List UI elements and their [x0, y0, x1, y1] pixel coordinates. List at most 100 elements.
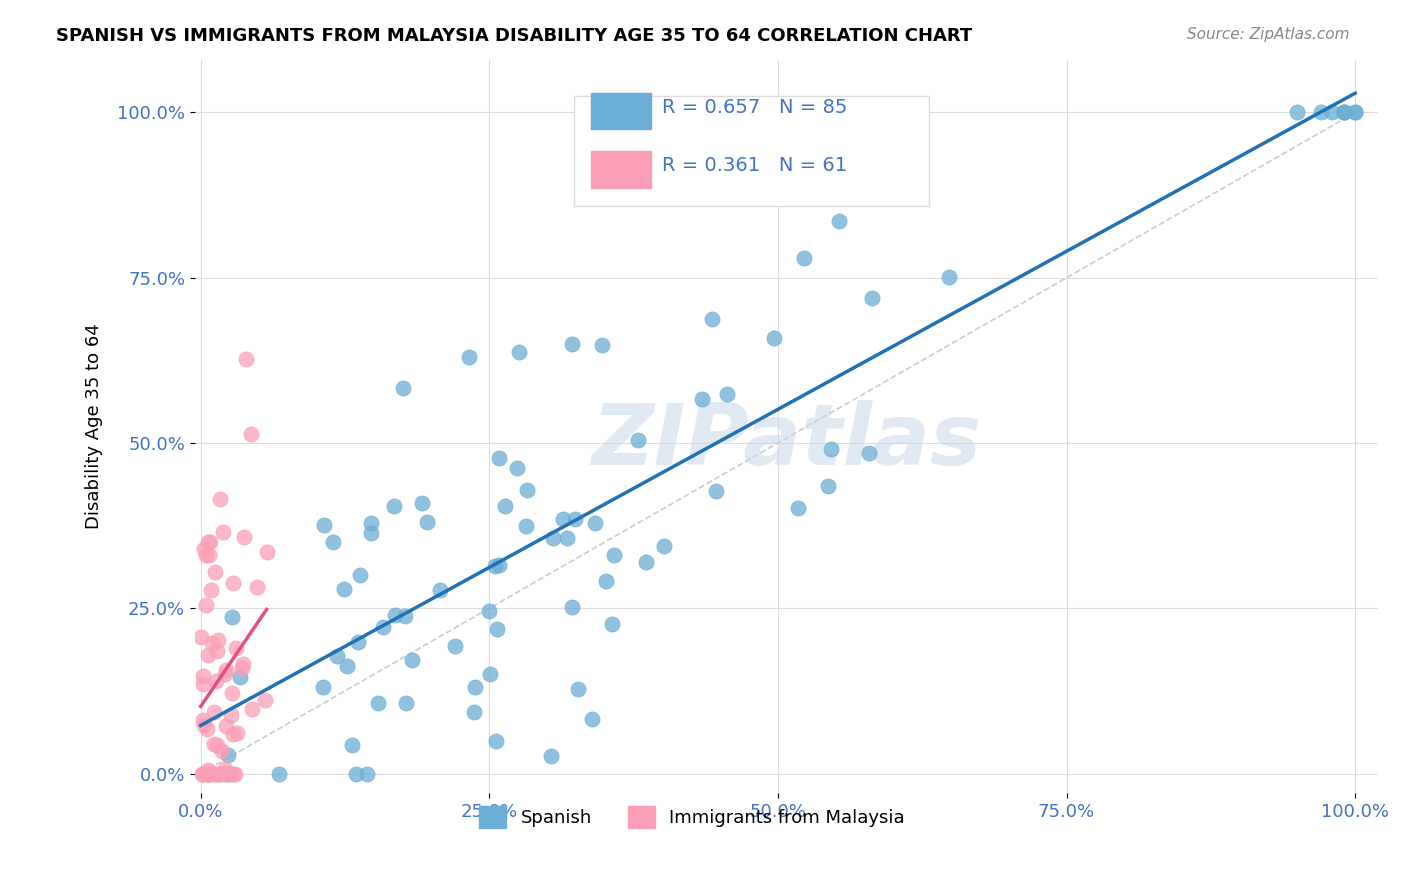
- Point: [627, 434, 650, 448]
- Point: [395, 696, 418, 710]
- Point: [561, 336, 583, 351]
- Point: [240, 702, 263, 716]
- Point: [215, 719, 238, 733]
- Point: [267, 766, 290, 780]
- Point: [603, 548, 626, 562]
- Point: [204, 766, 226, 780]
- Point: [190, 630, 212, 644]
- Point: [463, 705, 485, 719]
- Point: [411, 495, 433, 509]
- Point: [416, 515, 439, 529]
- Point: [221, 610, 243, 624]
- Point: [444, 639, 467, 653]
- Point: [221, 686, 243, 700]
- Point: [312, 518, 335, 533]
- Point: [197, 766, 219, 780]
- Point: [322, 535, 344, 549]
- Point: [488, 450, 510, 465]
- Point: [384, 500, 406, 514]
- Point: [429, 582, 451, 597]
- Point: [218, 748, 240, 763]
- Point: [193, 677, 215, 691]
- Point: [561, 599, 583, 614]
- Point: [197, 766, 219, 780]
- Point: [506, 461, 529, 475]
- Point: [820, 442, 842, 457]
- Point: [253, 692, 276, 706]
- Point: [205, 766, 228, 780]
- Point: [1333, 105, 1355, 120]
- Point: [401, 653, 423, 667]
- Point: [197, 766, 219, 780]
- Point: [195, 722, 218, 736]
- Point: [485, 733, 508, 747]
- Point: [197, 549, 219, 563]
- Point: [515, 519, 537, 533]
- Point: [217, 766, 239, 780]
- Point: [356, 766, 378, 780]
- Text: Source: ZipAtlas.com: Source: ZipAtlas.com: [1187, 27, 1350, 42]
- Point: [198, 766, 221, 780]
- Point: [195, 598, 218, 612]
- Y-axis label: Disability Age 35 to 64: Disability Age 35 to 64: [86, 324, 103, 529]
- Point: [485, 623, 508, 637]
- Point: [541, 531, 564, 545]
- Point: [214, 666, 236, 681]
- Point: [191, 669, 214, 683]
- Point: [488, 558, 510, 573]
- Point: [1286, 105, 1309, 120]
- Text: R = 0.361   N = 61: R = 0.361 N = 61: [662, 156, 848, 176]
- Point: [1344, 105, 1367, 120]
- Point: [208, 766, 231, 780]
- Point: [508, 345, 530, 359]
- Point: [191, 766, 214, 780]
- Point: [256, 545, 278, 559]
- Point: [205, 674, 228, 689]
- Point: [240, 427, 263, 442]
- Point: [344, 766, 367, 780]
- Point: [371, 619, 394, 633]
- Point: [595, 574, 617, 588]
- Point: [225, 640, 247, 655]
- Point: [704, 483, 727, 498]
- Point: [222, 576, 245, 591]
- Point: [494, 499, 516, 513]
- Point: [224, 766, 246, 780]
- FancyBboxPatch shape: [574, 96, 928, 206]
- Point: [190, 766, 212, 780]
- Point: [207, 632, 229, 647]
- Point: [1344, 105, 1367, 120]
- Point: [197, 535, 219, 549]
- Text: ZIPatlas: ZIPatlas: [592, 400, 981, 483]
- Point: [1309, 105, 1331, 120]
- Point: [205, 644, 228, 658]
- Text: SPANISH VS IMMIGRANTS FROM MALAYSIA DISABILITY AGE 35 TO 64 CORRELATION CHART: SPANISH VS IMMIGRANTS FROM MALAYSIA DISA…: [56, 27, 973, 45]
- Point: [231, 661, 253, 675]
- Point: [347, 635, 370, 649]
- Point: [198, 766, 221, 780]
- FancyBboxPatch shape: [592, 93, 651, 129]
- Point: [214, 766, 236, 780]
- Point: [652, 539, 675, 553]
- Point: [392, 381, 415, 395]
- Point: [326, 649, 349, 664]
- Point: [858, 445, 880, 459]
- Point: [193, 717, 215, 731]
- Point: [232, 657, 254, 671]
- Point: [197, 648, 219, 663]
- Point: [226, 726, 249, 740]
- Point: [197, 763, 219, 777]
- Point: [202, 705, 225, 719]
- Point: [763, 331, 786, 345]
- Text: R = 0.657   N = 85: R = 0.657 N = 85: [662, 98, 848, 117]
- Point: [793, 251, 815, 265]
- Point: [820, 171, 842, 186]
- Point: [193, 541, 215, 556]
- Point: [394, 609, 416, 624]
- Point: [787, 500, 810, 515]
- Point: [195, 766, 218, 780]
- Point: [333, 582, 356, 597]
- Point: [384, 607, 406, 622]
- Point: [360, 526, 382, 541]
- Point: [555, 531, 578, 545]
